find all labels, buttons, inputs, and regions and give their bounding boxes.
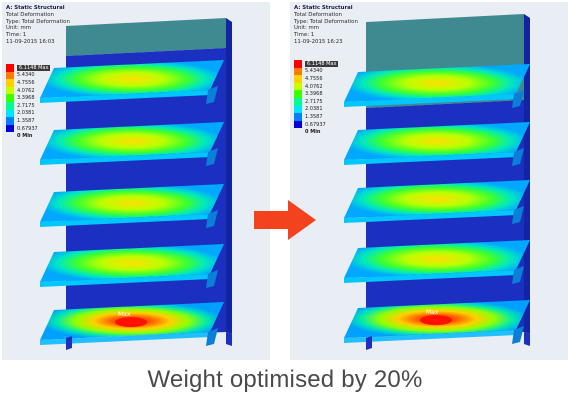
legend-value: 4.0762: [305, 84, 323, 90]
legend-value: 2.7175: [305, 99, 323, 105]
foot: [366, 336, 372, 350]
legend-row: 5.4340: [6, 72, 50, 80]
max-marker-label: Max: [426, 309, 439, 316]
right-deformation-plot: Max: [290, 2, 568, 360]
legend-row: 3.3968: [6, 94, 50, 102]
left-result-type: Type: Total Deformation: [6, 19, 70, 26]
legend-swatch: [294, 121, 302, 129]
left-analysis-title: A: Static Structural: [6, 5, 70, 12]
legend-row: 2.7175: [6, 102, 50, 110]
left-result-time: Time: 1: [6, 32, 70, 39]
legend-row: 4.7556: [6, 79, 50, 87]
legend-min-value: 0 Min: [17, 133, 32, 139]
legend-row: 4.0762: [6, 87, 50, 95]
legend-value: 3.3968: [17, 95, 35, 101]
legend-min-value: 0 Min: [305, 129, 320, 135]
legend-value: 4.0762: [17, 88, 35, 94]
right-analysis-title: A: Static Structural: [294, 5, 358, 12]
legend-row: 4.7556: [294, 75, 338, 83]
foot: [66, 336, 72, 350]
legend-swatch: [6, 125, 14, 133]
caption: Weight optimised by 20%: [0, 366, 570, 394]
max-marker-label: Max: [118, 311, 131, 318]
left-color-legend: 6.1148 Max 5.4340 4.7556 4.0762 3.3968 2…: [6, 64, 50, 140]
legend-swatch: [294, 60, 302, 68]
left-result-name: Total Deformation: [6, 12, 70, 19]
legend-swatch: [294, 75, 302, 83]
left-result-unit: Unit: mm: [6, 25, 70, 32]
legend-row: 1.3587: [294, 113, 338, 121]
legend-value: 2.7175: [17, 103, 35, 109]
legend-swatch: [6, 87, 14, 95]
right-result-time: Time: 1: [294, 32, 358, 39]
right-simulation-panel: Max A: Static Structural Total Deformati…: [290, 2, 568, 360]
right-arrow-icon: [254, 200, 316, 240]
legend-row: 0.67937: [294, 121, 338, 129]
left-deformation-plot: Max: [2, 2, 270, 360]
right-result-header: A: Static Structural Total Deformation T…: [294, 5, 358, 46]
legend-value: 4.7556: [305, 76, 323, 82]
legend-value: 0.67937: [305, 122, 326, 128]
legend-swatch: [294, 90, 302, 98]
legend-swatch: [6, 117, 14, 125]
legend-row: 2.0381: [6, 110, 50, 118]
left-simulation-panel: Max A: Static Structural Total Deformati…: [2, 2, 270, 360]
legend-value: 1.3587: [305, 114, 323, 120]
legend-swatch: [294, 106, 302, 114]
left-result-header: A: Static Structural Total Deformation T…: [6, 5, 70, 46]
legend-value: 1.3587: [17, 118, 35, 124]
legend-row: 3.3968: [294, 90, 338, 98]
upright: [226, 18, 232, 334]
legend-row: 5.4340: [294, 68, 338, 76]
legend-value: 2.0381: [305, 106, 323, 112]
legend-swatch: [294, 113, 302, 121]
left-result-date: 11-09-2015 16:03: [6, 39, 70, 46]
foot: [226, 332, 232, 346]
legend-swatch: [6, 102, 14, 110]
right-result-date: 11-09-2015 16:23: [294, 39, 358, 46]
legend-swatch: [294, 68, 302, 76]
legend-row: 2.0381: [294, 106, 338, 114]
legend-row: 2.7175: [294, 98, 338, 106]
legend-swatch: [6, 72, 14, 80]
legend-value: 0.67937: [17, 126, 38, 132]
right-color-legend: 6.1148 Max 5.4340 4.7556 4.0762 3.3968 2…: [294, 60, 338, 136]
legend-swatch: [6, 94, 14, 102]
right-result-type: Type: Total Deformation: [294, 19, 358, 26]
legend-value: 5.4340: [305, 68, 323, 74]
legend-row: 6.1148 Max: [294, 60, 338, 68]
legend-value: 4.7556: [17, 80, 35, 86]
legend-value: 3.3968: [305, 91, 323, 97]
legend-value: 2.0381: [17, 110, 35, 116]
right-result-unit: Unit: mm: [294, 25, 358, 32]
legend-swatch: [6, 64, 14, 72]
legend-row: 0.67937: [6, 125, 50, 133]
legend-row: 4.0762: [294, 83, 338, 91]
legend-swatch: [6, 79, 14, 87]
legend-row: 0 Min: [294, 128, 338, 136]
right-result-name: Total Deformation: [294, 12, 358, 19]
legend-max-value: 6.1148 Max: [305, 61, 338, 67]
legend-swatch: [6, 110, 14, 118]
foot: [524, 332, 530, 346]
legend-row: 1.3587: [6, 117, 50, 125]
legend-swatch: [294, 98, 302, 106]
upright: [524, 14, 530, 334]
legend-swatch: [294, 83, 302, 91]
max-region: [420, 315, 452, 325]
legend-max-value: 6.1148 Max: [17, 65, 50, 71]
legend-row: 0 Min: [6, 132, 50, 140]
legend-value: 5.4340: [17, 72, 35, 78]
legend-row: 6.1148 Max: [6, 64, 50, 72]
max-region: [115, 317, 147, 327]
